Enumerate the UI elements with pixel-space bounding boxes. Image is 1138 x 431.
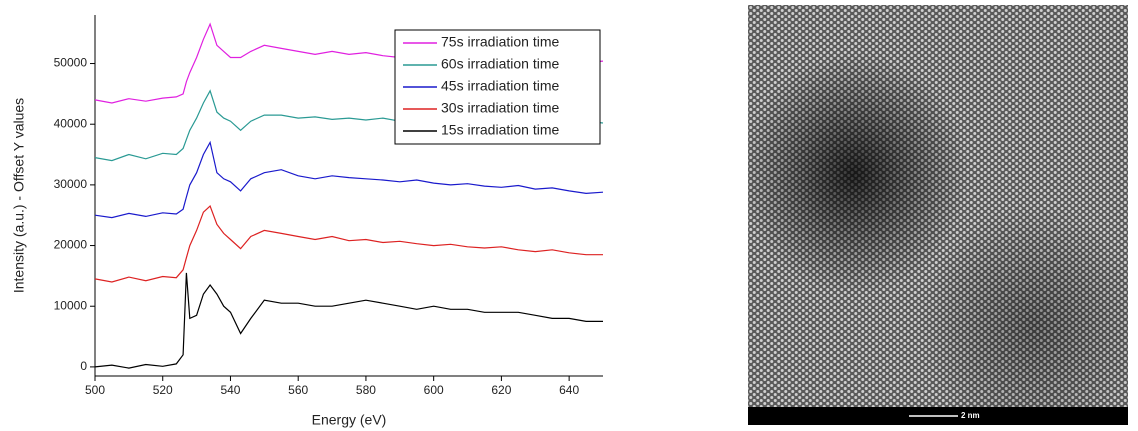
y-tick-label: 50000	[54, 56, 88, 70]
scale-bar-label: 2 nm	[961, 411, 980, 420]
y-axis-title: Intensity (a.u.) - Offset Y values	[11, 98, 27, 293]
legend-label: 15s irradiation time	[441, 122, 559, 138]
y-tick-label: 0	[80, 359, 87, 373]
y-tick-label: 20000	[54, 238, 88, 252]
series-line	[94, 140, 604, 219]
legend-label: 60s irradiation time	[441, 56, 559, 72]
series-line	[94, 205, 603, 283]
legend-label: 30s irradiation time	[441, 100, 559, 116]
x-tick-label: 540	[220, 383, 240, 397]
x-axis-title: Energy (eV)	[312, 412, 387, 428]
y-tick-label: 40000	[54, 116, 88, 130]
dark-region	[748, 5, 1128, 407]
series-line	[94, 272, 603, 369]
x-tick-label: 600	[424, 383, 444, 397]
y-tick-label: 30000	[54, 177, 88, 191]
chart: 0 10000 20000 30000 40000 50000 500 520 540 560 58…	[11, 15, 604, 428]
x-tick-label: 640	[559, 383, 579, 397]
x-tick-label: 500	[85, 383, 105, 397]
x-tick-label: 520	[153, 383, 173, 397]
x-tick-label: 580	[356, 383, 376, 397]
x-tick-label: 560	[288, 383, 308, 397]
legend-label: 45s irradiation time	[441, 78, 559, 94]
y-tick-label: 10000	[54, 298, 88, 312]
x-tick-label: 620	[491, 383, 511, 397]
legend-label: 75s irradiation time	[441, 34, 559, 50]
micrograph: 2 nm	[748, 5, 1128, 425]
